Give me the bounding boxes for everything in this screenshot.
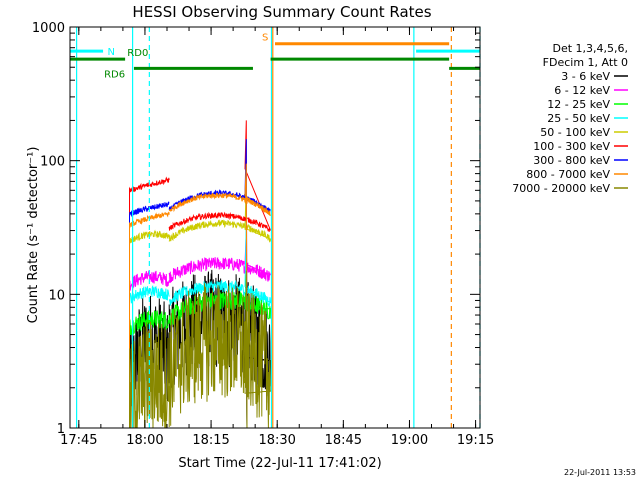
x-tick-label-7: 19:15 [457, 433, 494, 448]
legend-header-detectors: Det 1,3,4,5,6, [552, 42, 628, 55]
x-tick-label-2: 18:00 [126, 433, 163, 448]
plot-frame [69, 26, 481, 429]
x-tick-label-5: 18:45 [325, 433, 362, 448]
x-tick-label-1: 17:45 [60, 433, 97, 448]
legend: Det 1,3,4,5,6, FDecim 1, Att 0 3 - 6 keV… [512, 42, 628, 195]
axes: 17:45 18:00 18:15 18:30 18:45 19:00 19:15 1 10 10… [32, 21, 494, 448]
x-tick-label-3: 18:15 [192, 433, 229, 448]
x-axis-label: Start Time (22-Jul-11 17:41:02) [178, 456, 381, 471]
legend-label-9: 7000 - 20000 keV [512, 182, 610, 195]
y-tick-label-1: 1 [57, 422, 65, 437]
y-tick-label-4: 1000 [32, 21, 65, 36]
legend-label-1: 3 - 6 keV [561, 70, 610, 83]
legend-label-8: 800 - 7000 keV [526, 168, 610, 181]
y-tick-label-3: 100 [40, 155, 65, 170]
x-tick-label-6: 19:00 [391, 433, 428, 448]
legend-label-6: 100 - 300 keV [533, 140, 610, 153]
chart-title: HESSI Observing Summary Count Rates [132, 3, 431, 21]
y-axis-label: Count Rate (s⁻¹ detector⁻¹) [26, 147, 41, 324]
legend-label-7: 300 - 800 keV [533, 154, 610, 167]
y-tick-label-2: 10 [48, 288, 65, 303]
generation-timestamp: 22-Jul-2011 13:53 [564, 468, 636, 477]
state-label-n: N [107, 47, 114, 58]
legend-label-4: 25 - 50 keV [547, 112, 610, 125]
state-label-rd0: RD0 [127, 48, 148, 59]
legend-label-5: 50 - 100 keV [540, 126, 610, 139]
legend-label-2: 6 - 12 keV [554, 84, 610, 97]
state-label-rd6: RD6 [104, 69, 125, 80]
state-vertical-lines [76, 27, 481, 428]
legend-label-3: 12 - 25 keV [547, 98, 610, 111]
x-tick-label-4: 18:30 [258, 433, 295, 448]
state-label-s: S [262, 33, 268, 44]
legend-header-decimation: FDecim 1, Att 0 [543, 56, 628, 69]
